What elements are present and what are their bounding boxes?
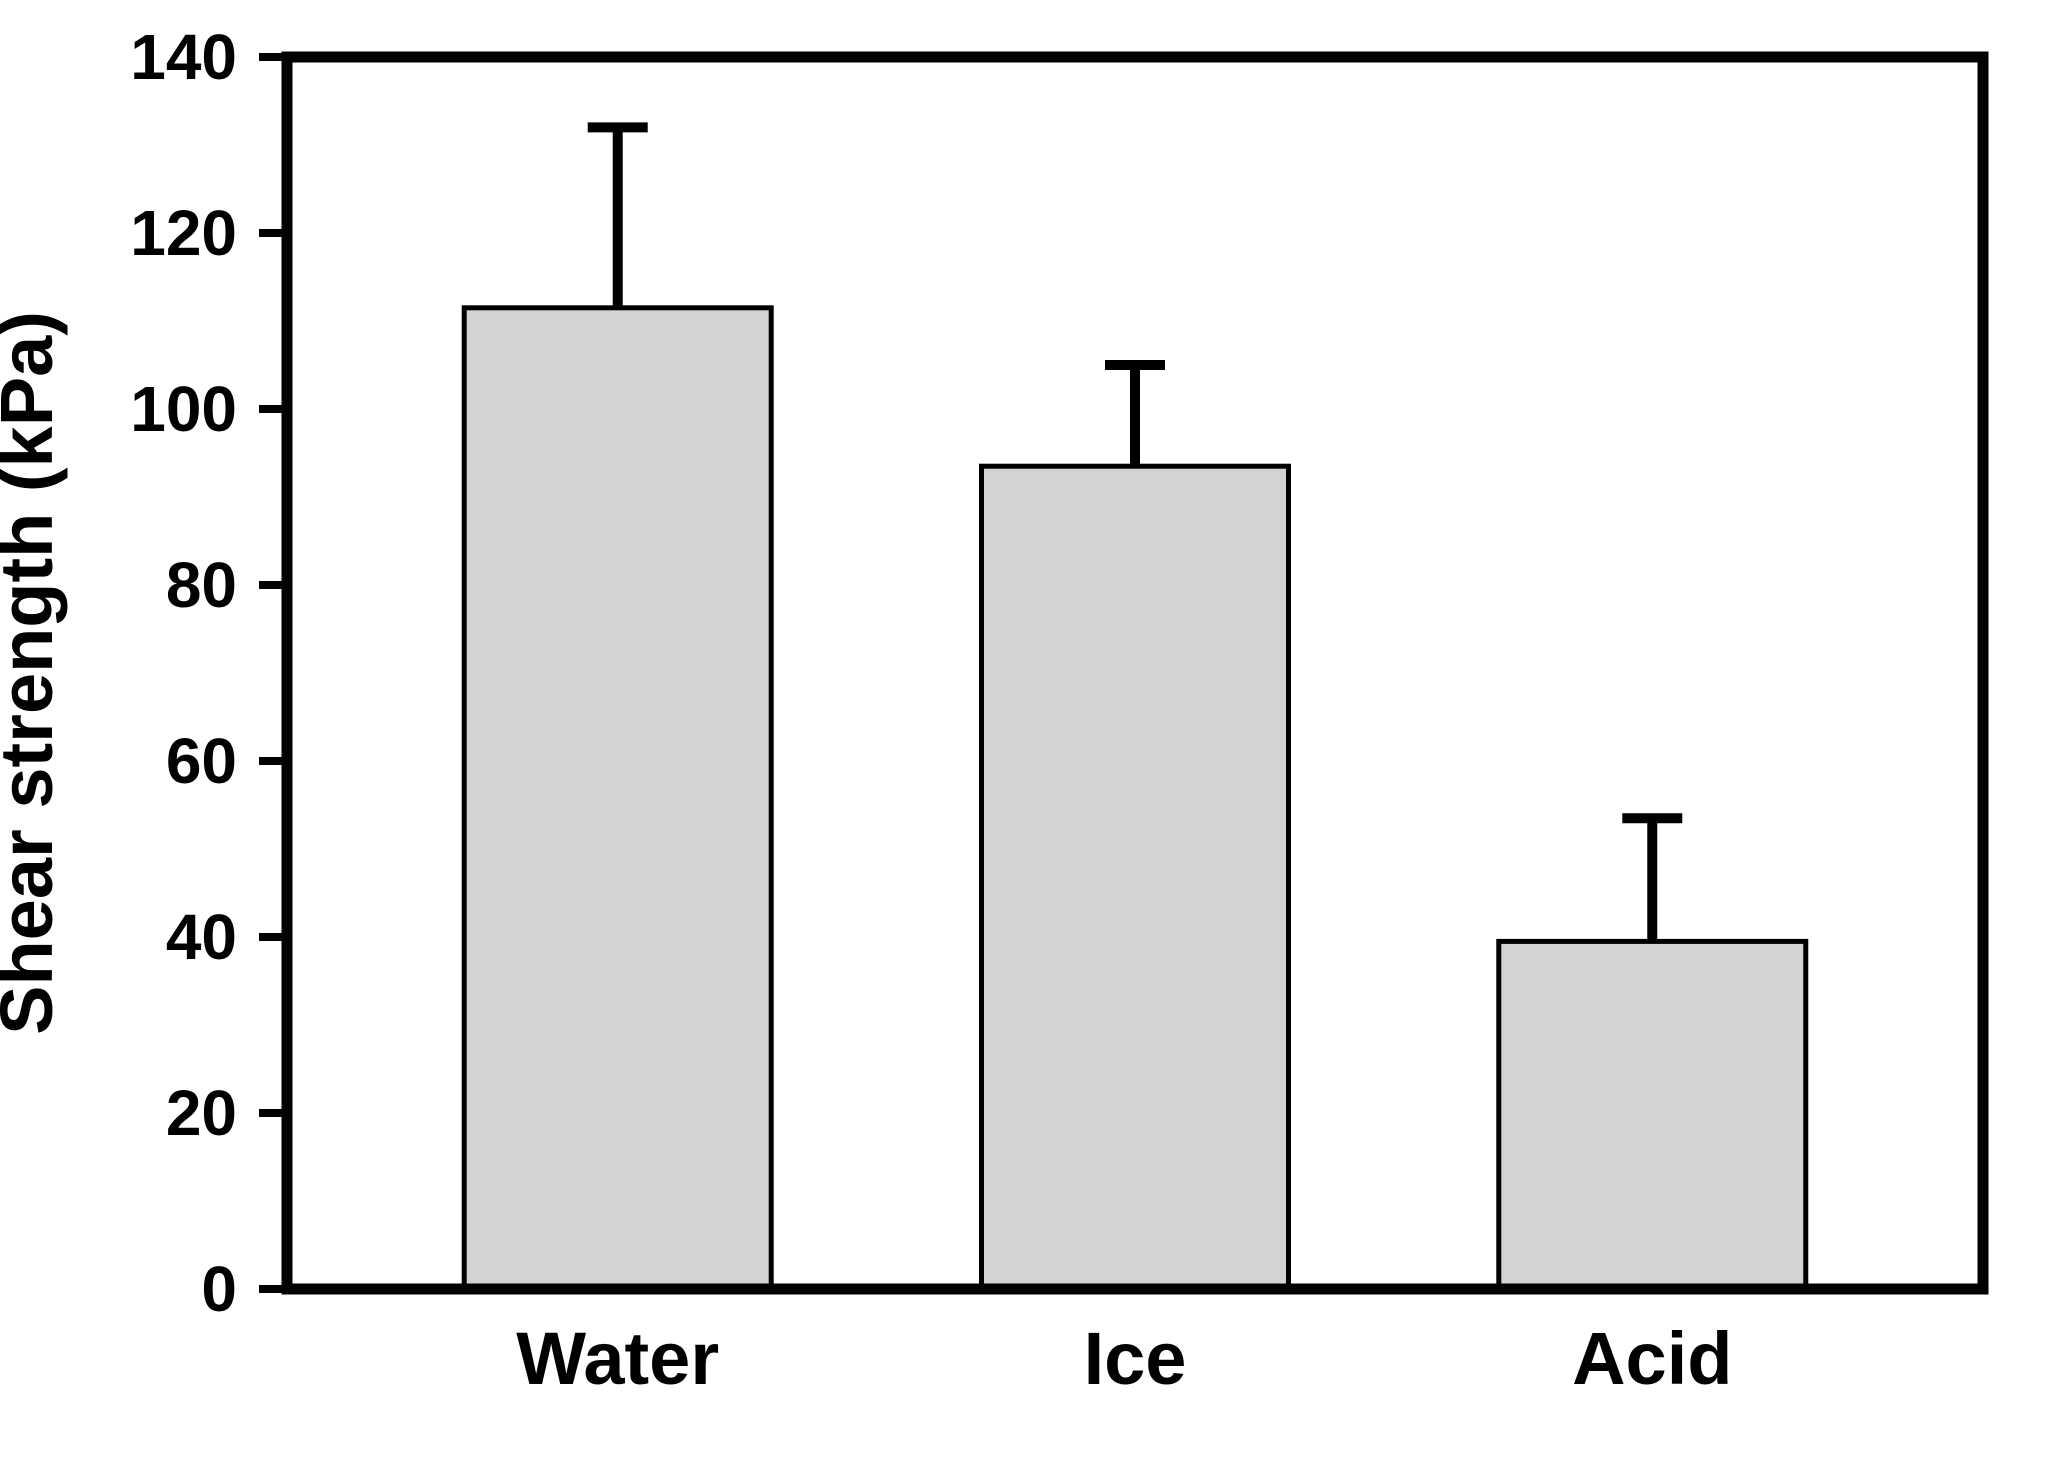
y-axis-tick-label: 80 [166,549,237,621]
y-axis-title: Shear strength (kPa) [0,311,68,1035]
x-category-label-acid: Acid [1572,1317,1732,1400]
y-axis-tick-label: 0 [201,1253,237,1325]
y-axis-tick-label: 140 [130,21,237,93]
bar-acid [1496,938,1809,1292]
y-axis-tick-label: 100 [130,373,237,445]
x-category-label-ice: Ice [1084,1317,1187,1400]
y-axis-tick-label: 40 [166,901,237,973]
y-axis-tick-label: 20 [166,1077,237,1149]
y-axis-tick-label: 120 [130,197,237,269]
y-axis-tick-label: 60 [166,725,237,797]
x-category-label-water: Water [516,1317,719,1400]
bar-ice [979,463,1291,1292]
plot-frame [281,51,1989,1295]
bar-water [461,305,774,1292]
